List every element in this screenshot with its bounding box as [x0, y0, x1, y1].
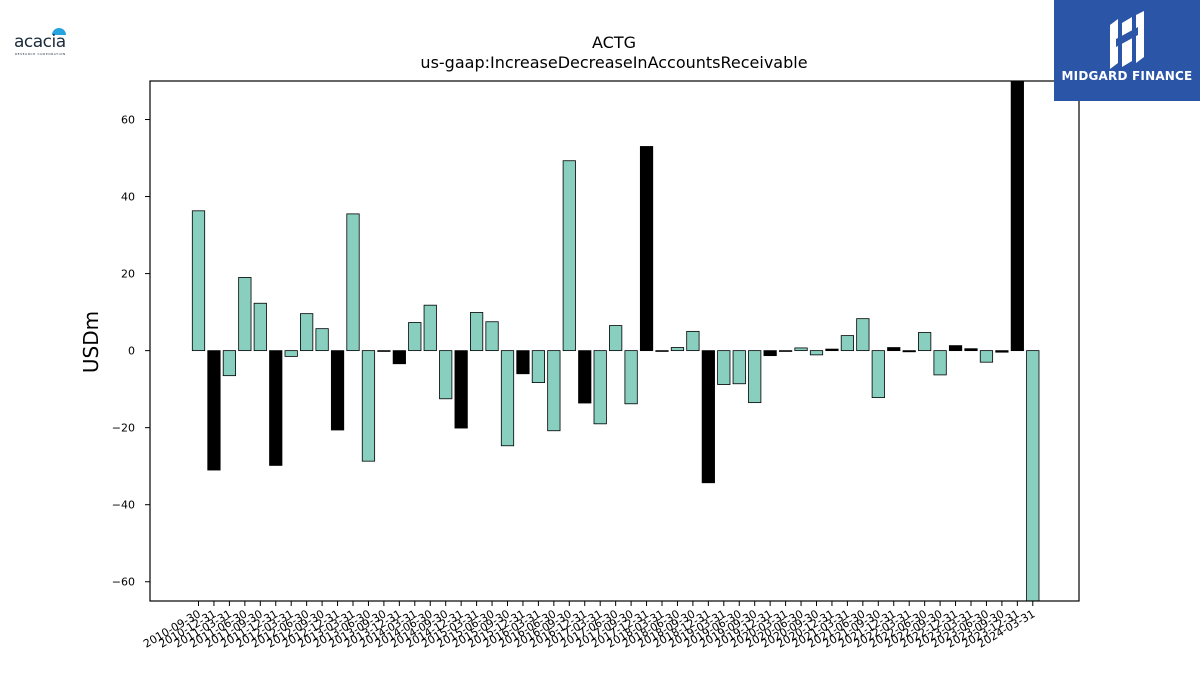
bar-2018-12-31: [701, 350, 715, 484]
acacia-logo-text: acacia: [14, 32, 66, 52]
bar-2021-06-30: [856, 318, 870, 352]
bar-2016-12-31: [578, 350, 592, 404]
bar-2015-09-30: [500, 350, 515, 447]
bar-2018-09-30: [686, 330, 700, 352]
bar-2018-06-30: [670, 347, 685, 352]
bar-2010-12-31: [207, 350, 221, 471]
y-tick-label: 0: [128, 345, 135, 358]
logo-arc-icon: [52, 28, 66, 35]
bar-2011-12-31: [269, 350, 283, 466]
bar-2016-06-30: [547, 350, 561, 432]
y-tick-label: −60: [112, 576, 135, 589]
plot-frame: [149, 80, 1080, 602]
acacia-logo-subtext: RESEARCH CORPORATION: [15, 52, 66, 56]
y-tick-label: −20: [112, 422, 135, 435]
bar-2022-06-30: [918, 332, 932, 352]
bar-2012-06-30: [300, 313, 314, 352]
midgard-logo-text: MIDGARD FINANCE: [1061, 69, 1193, 83]
bar-2017-09-30: [624, 350, 638, 405]
bar-2019-12-31: [763, 350, 777, 357]
bar-2017-12-31: [639, 146, 654, 352]
bar-2012-03-31: [284, 350, 298, 357]
x-axis-ticks: 2010-09-302010-12-312011-03-312011-06-30…: [141, 601, 1037, 651]
y-axis-label: USDm: [79, 311, 103, 373]
bar-2020-12-31: [825, 348, 839, 352]
bar-2019-09-30: [748, 350, 762, 404]
bar-2014-12-31: [454, 350, 468, 429]
bar-2016-09-30: [562, 160, 576, 352]
bar-2018-03-31: [655, 350, 669, 352]
chart-title: ACTG: [592, 33, 636, 52]
bar-2024-03-31: [1026, 350, 1040, 602]
bar-2022-03-31: [902, 350, 916, 353]
bar-2013-12-31: [392, 350, 406, 365]
bar-2015-12-31: [516, 350, 530, 375]
bar-2012-09-30: [315, 328, 329, 352]
acacia-logo: acacia RESEARCH CORPORATION: [14, 26, 78, 58]
bar-2019-06-30: [732, 350, 746, 385]
bar-2022-12-31: [948, 345, 963, 352]
bar-2015-06-30: [485, 321, 499, 352]
y-tick-label: 60: [121, 114, 135, 127]
bar-2017-03-31: [593, 350, 607, 425]
y-tick-label: −40: [112, 499, 135, 512]
bar-2012-12-31: [330, 350, 345, 431]
bar-2023-03-31: [964, 348, 978, 352]
bar-2013-06-30: [361, 350, 376, 462]
bar-2021-09-30: [871, 350, 885, 399]
bar-2021-12-31: [887, 347, 901, 352]
bar-2020-06-30: [794, 347, 808, 352]
bar-2011-09-30: [253, 302, 267, 352]
y-axis-ticks: −60 −40 −20 0 20 40 60: [112, 114, 150, 589]
bar-2020-09-30: [809, 350, 824, 356]
bar-2014-09-30: [439, 350, 453, 400]
bar-2017-06-30: [609, 325, 623, 352]
bar-2020-03-31: [779, 350, 793, 352]
bar-2023-12-31: [1010, 80, 1024, 352]
bar-2023-06-30: [979, 350, 994, 363]
bar-2022-09-30: [933, 350, 947, 376]
bar-2019-03-31: [717, 350, 731, 385]
bar-2011-06-30: [238, 277, 252, 352]
y-tick-label: 20: [121, 268, 135, 281]
bar-2013-03-31: [346, 213, 360, 352]
y-tick-label: 40: [121, 191, 135, 204]
bar-2014-06-30: [423, 304, 437, 352]
bar-2013-09-30: [377, 350, 391, 352]
bar-2015-03-31: [469, 312, 484, 352]
bar-2023-09-30: [995, 350, 1009, 353]
midgard-m-icon: [1110, 11, 1144, 69]
bar-2011-03-31: [222, 350, 236, 377]
bar-2016-03-31: [531, 350, 546, 384]
bars-layer: [191, 80, 1040, 602]
bar-2021-03-31: [840, 335, 855, 352]
chart-subtitle: us-gaap:IncreaseDecreaseInAccountsReceiv…: [420, 53, 807, 72]
bar-2014-03-31: [408, 322, 422, 352]
midgard-finance-logo: MIDGARD FINANCE: [1054, 0, 1200, 101]
bar-2010-09-30: [191, 210, 206, 352]
